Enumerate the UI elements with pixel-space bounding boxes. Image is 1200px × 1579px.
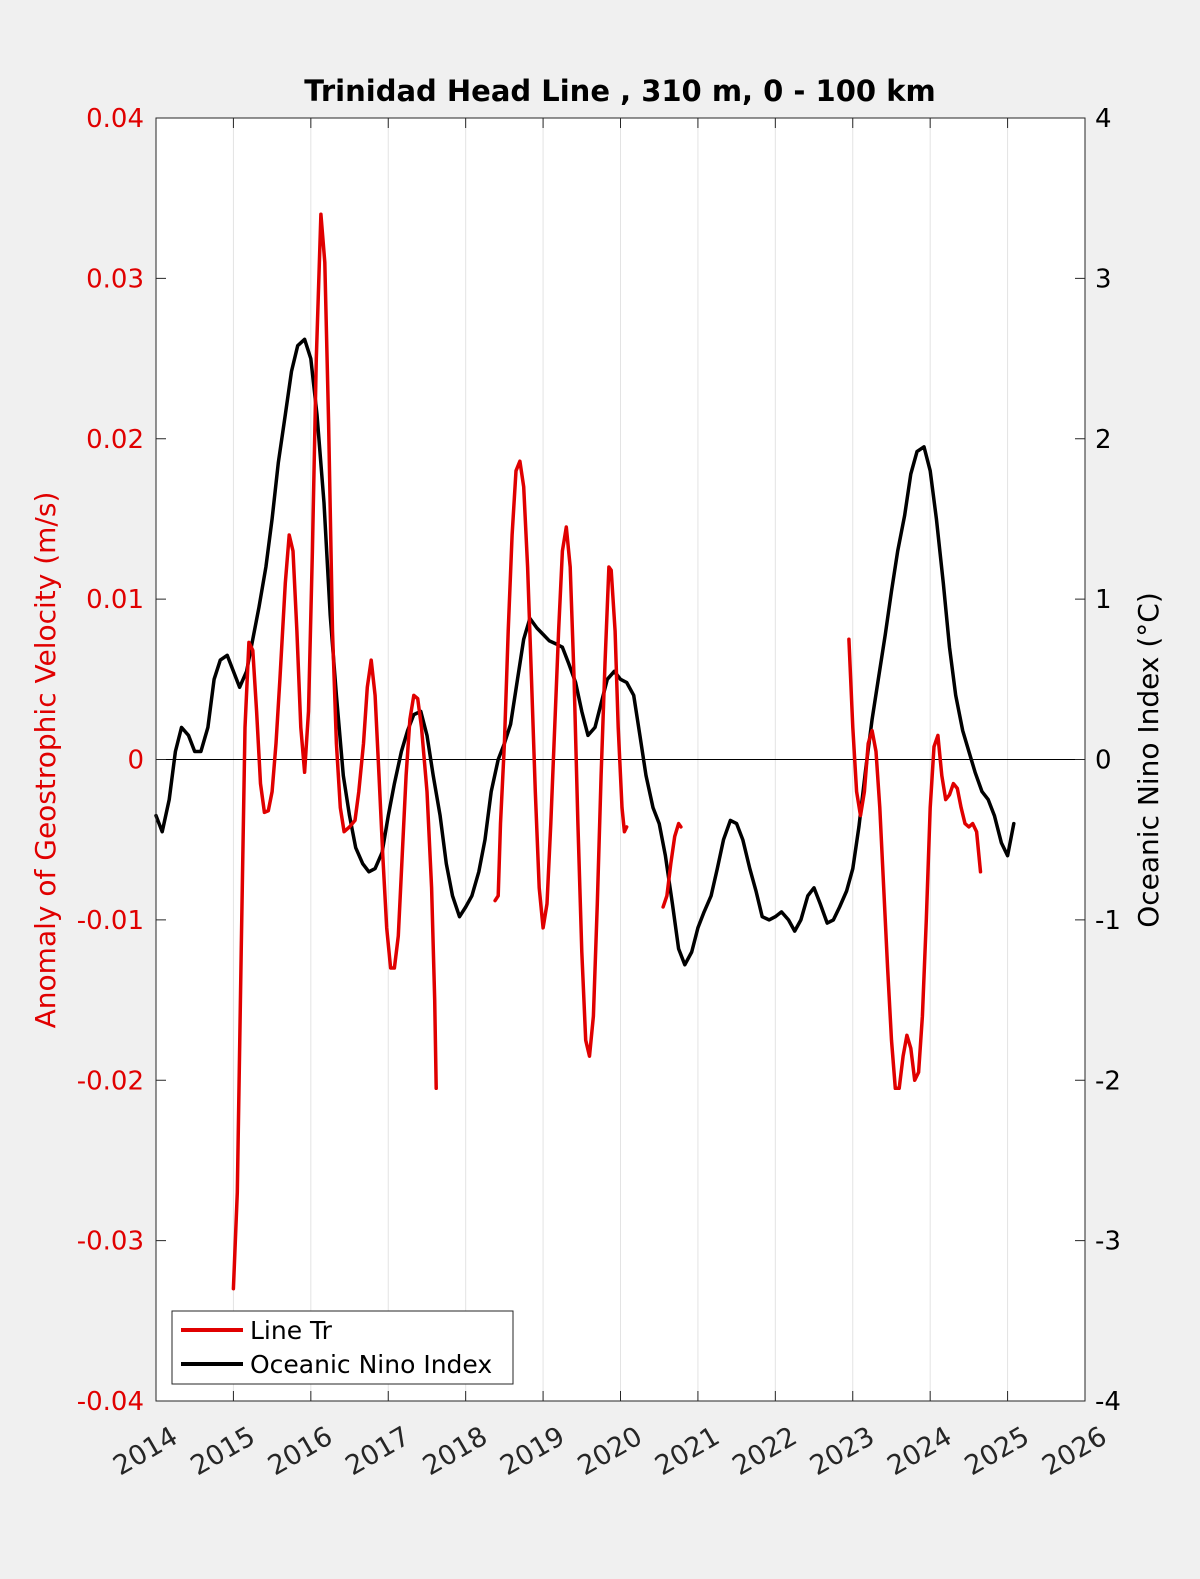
y-right-tick-label: -4 <box>1095 1387 1121 1417</box>
y-axis-right-label: Oceanic Nino Index (°C) <box>1132 592 1165 928</box>
y-left-tick-label: -0.01 <box>77 906 144 936</box>
y-right-tick-label: 2 <box>1095 425 1112 455</box>
y-right-tick-label: -1 <box>1095 906 1121 936</box>
y-right-tick-label: -3 <box>1095 1227 1121 1257</box>
oni-series-line <box>154 337 1016 967</box>
y-left-tick-label: -0.04 <box>77 1387 144 1417</box>
y-axis-left-label: Anomaly of Geostrophic Velocity (m/s) <box>29 492 62 1029</box>
y-right-tick-label: -2 <box>1095 1066 1121 1096</box>
y-left-tick-label: -0.02 <box>77 1066 144 1096</box>
legend-label-line-tr: Line Tr <box>250 1316 333 1345</box>
line-tr-series-segment <box>493 459 629 1058</box>
legend: Line Tr Oceanic Nino Index <box>171 1310 514 1385</box>
series-layer <box>154 212 1016 1291</box>
chart-title: Trinidad Head Line , 310 m, 0 - 100 km <box>304 74 935 108</box>
y-left-tick-label: 0.03 <box>86 264 144 294</box>
line-tr-series-segment <box>231 212 438 1291</box>
legend-box <box>171 1310 514 1385</box>
y-right-tick-label: 4 <box>1095 104 1112 134</box>
y-left-tick-label: 0 <box>127 746 144 776</box>
y-left-tick-label: -0.03 <box>77 1227 144 1257</box>
line-tr-series-segment <box>847 637 983 1091</box>
y-left-tick-label: 0.01 <box>86 585 144 615</box>
y-right-tick-label: 3 <box>1095 264 1112 294</box>
y-right-tick-label: 0 <box>1095 746 1112 776</box>
line-tr-series-segment <box>661 821 683 909</box>
y-left-tick-label: 0.04 <box>86 104 144 134</box>
axis-ticks: 2014 2015 2016 2017 2018 2019 2020 2021 2022 2023… <box>77 104 1121 1482</box>
legend-label-oni: Oceanic Nino Index <box>250 1350 492 1379</box>
y-right-tick-label: 1 <box>1095 585 1112 615</box>
y-left-tick-label: 0.02 <box>86 425 144 455</box>
